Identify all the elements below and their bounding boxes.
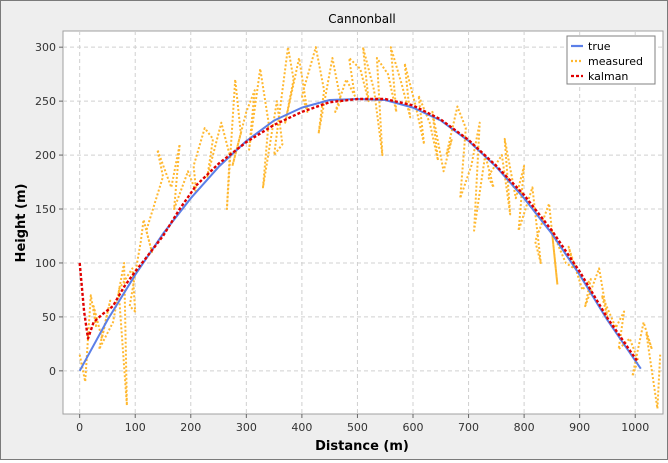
y-tick-label: 150 xyxy=(35,203,56,216)
legend-label-kalman: kalman xyxy=(588,70,628,83)
x-tick-label: 300 xyxy=(236,421,257,434)
y-axis-label: Height (m) xyxy=(14,184,29,263)
x-tick-label: 400 xyxy=(291,421,312,434)
x-axis-label: Distance (m) xyxy=(315,439,409,454)
x-tick-label: 0 xyxy=(76,421,83,434)
legend-label-measured: measured xyxy=(588,55,643,68)
legend-label-true: true xyxy=(588,40,611,53)
x-tick-label: 100 xyxy=(125,421,146,434)
series-line-kalman xyxy=(78,97,639,363)
y-tick-label: 100 xyxy=(35,257,56,270)
x-tick-label: 600 xyxy=(403,421,424,434)
plot-area xyxy=(62,30,664,415)
series-lines xyxy=(78,46,662,410)
legend: true measured kalman xyxy=(566,35,656,85)
grid xyxy=(63,31,663,414)
y-tick-label: 0 xyxy=(49,365,56,378)
y-tick-label: 300 xyxy=(35,41,56,54)
axes: 0 100 200 300 400 500 600 700 800 900 1000 0 50 100 15… xyxy=(35,41,649,434)
y-tick-label: 200 xyxy=(35,149,56,162)
x-tick-label: 700 xyxy=(458,421,479,434)
x-tick-label: 1000 xyxy=(621,421,649,434)
series-line-measured xyxy=(78,46,662,410)
y-tick-label: 250 xyxy=(35,95,56,108)
chart-title: Cannonball xyxy=(328,12,396,26)
x-tick-label: 900 xyxy=(569,421,590,434)
y-tick-label: 50 xyxy=(42,311,56,324)
x-tick-label: 200 xyxy=(180,421,201,434)
x-tick-label: 800 xyxy=(514,421,535,434)
x-tick-label: 500 xyxy=(347,421,368,434)
